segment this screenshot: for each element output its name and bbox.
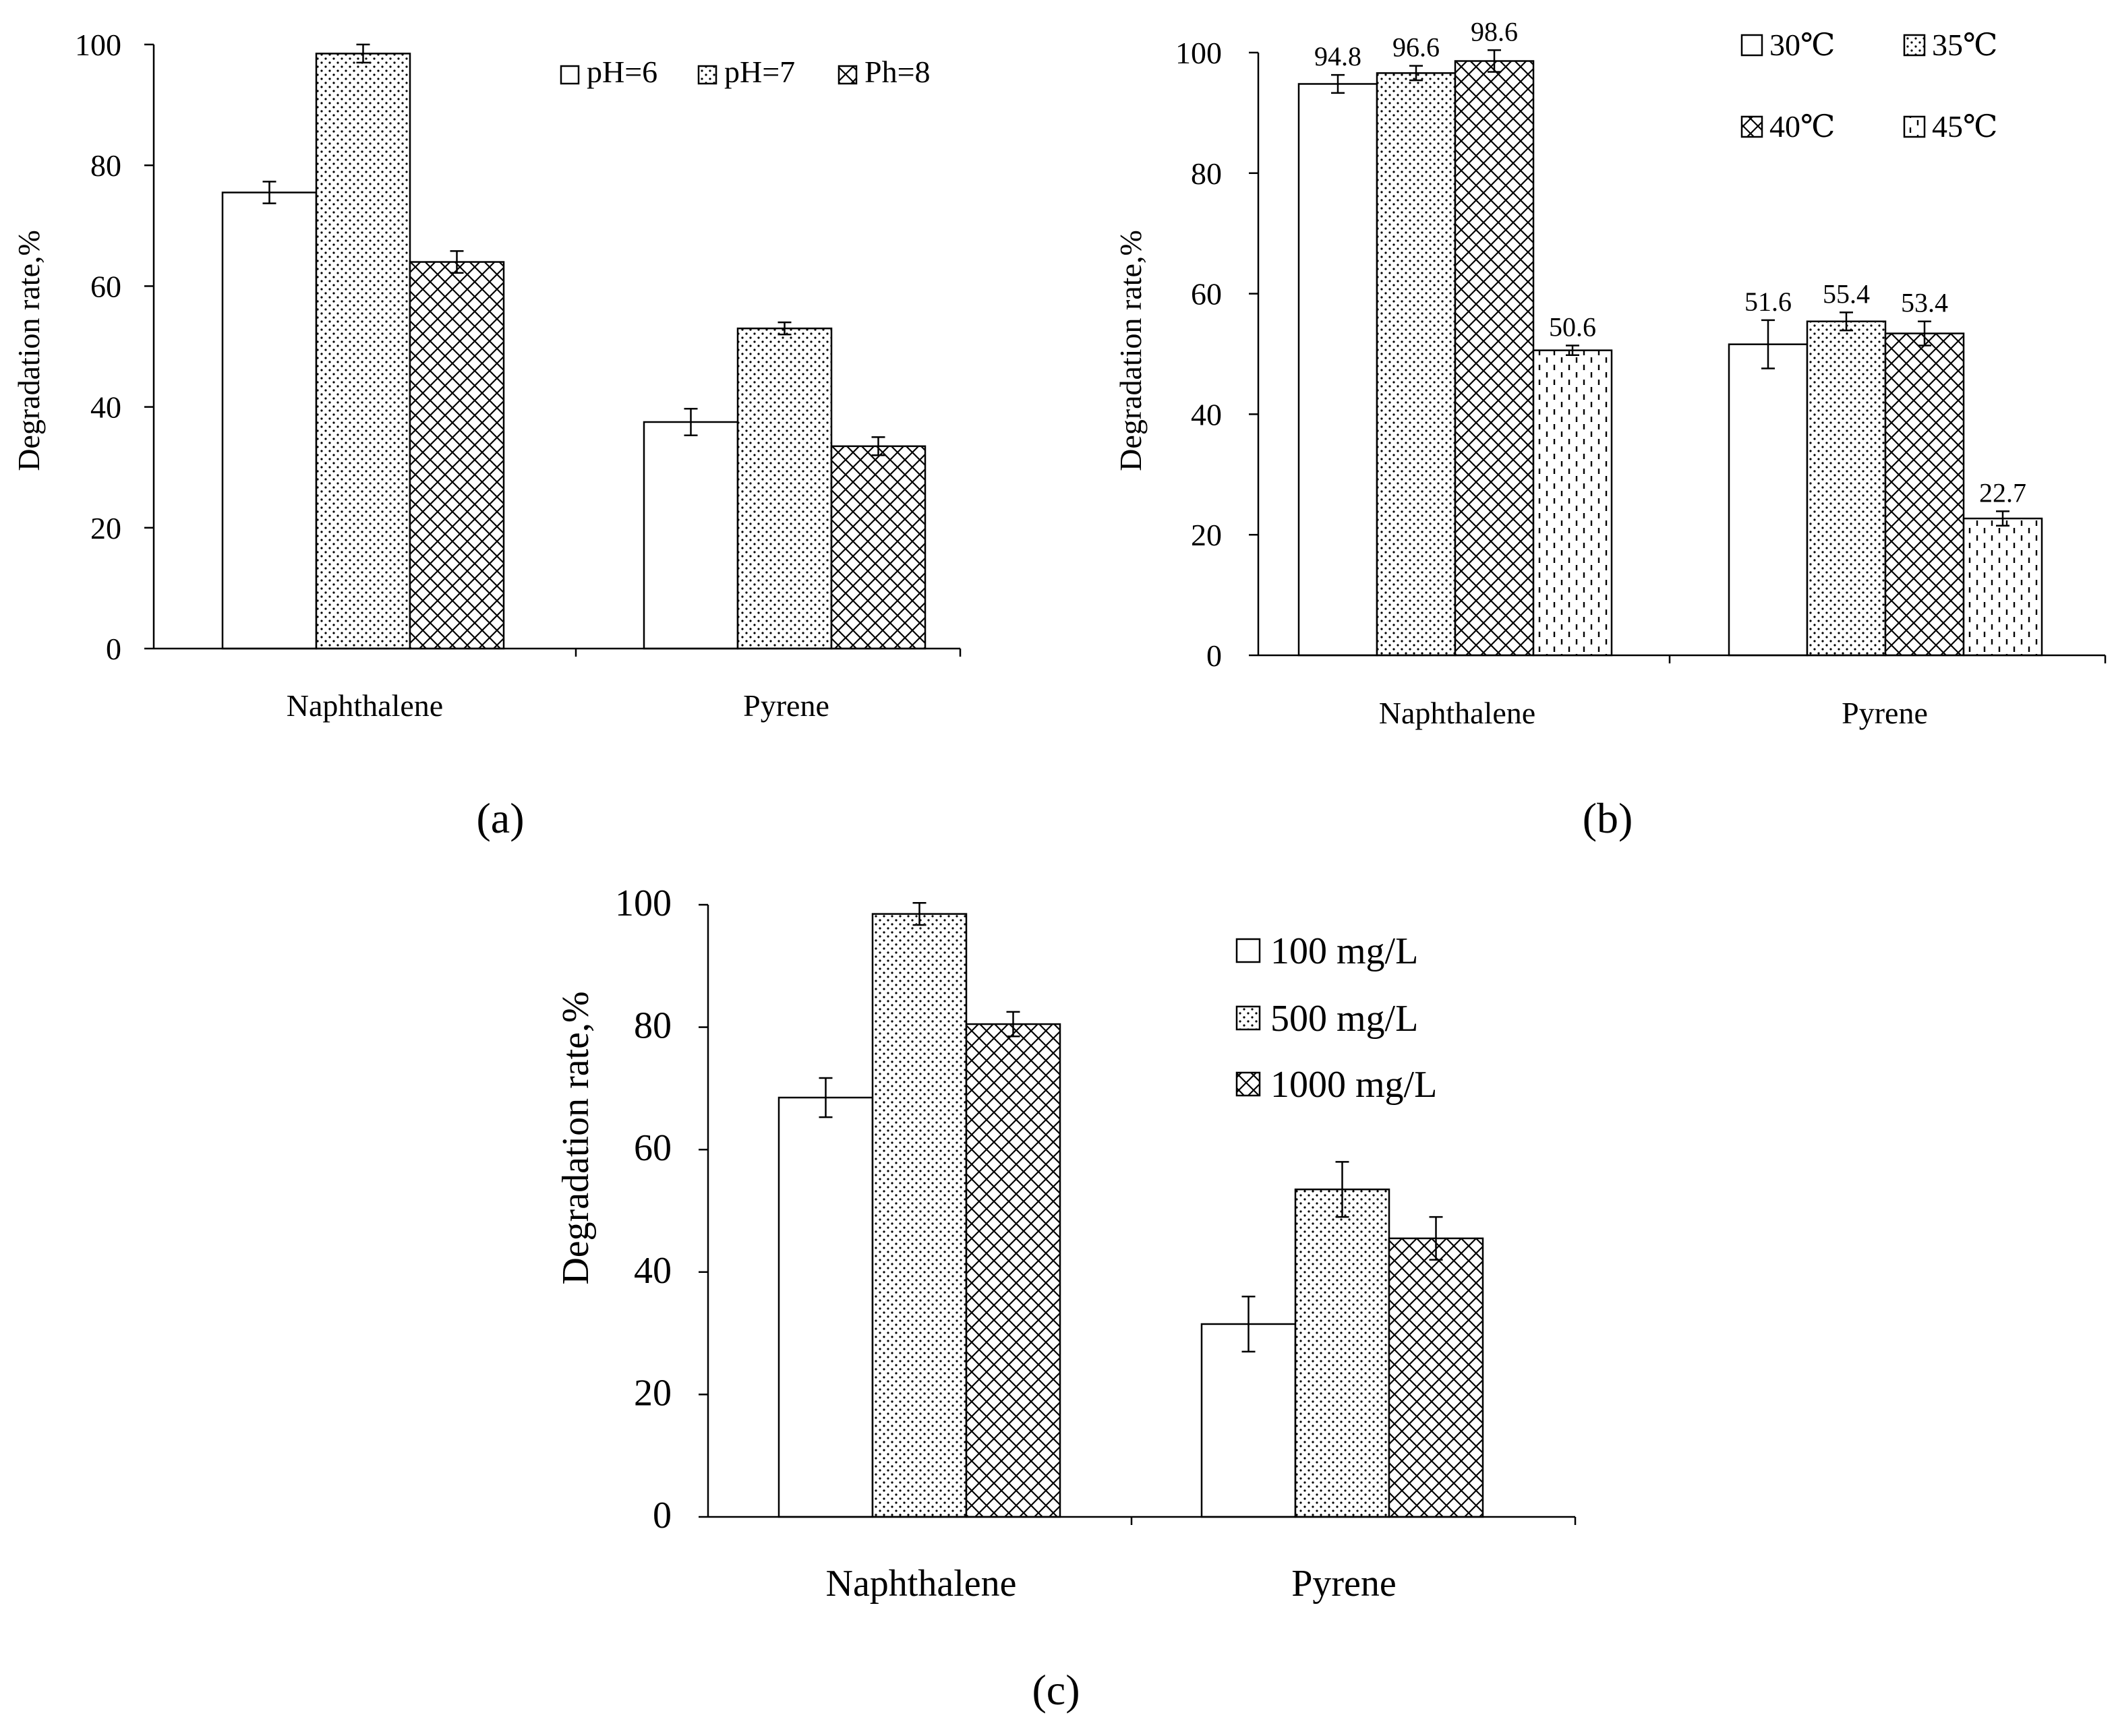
y-tick-label: 0 xyxy=(106,632,121,666)
bars-a xyxy=(221,53,927,650)
error-bars-b xyxy=(1331,49,2009,527)
y-tick-label: 80 xyxy=(1191,156,1222,191)
y-ticks-c: 0 20 40 60 80 100 xyxy=(615,882,708,1536)
bar xyxy=(777,1096,874,1518)
y-ticks-a: 0 20 40 60 80 100 xyxy=(75,28,154,666)
y-tick-label: 100 xyxy=(615,882,672,924)
data-label: 50.6 xyxy=(1549,311,1596,342)
legend-swatch xyxy=(1903,34,1926,57)
chart-panel-b: 94.8 51.6 96.6 55.4 98.6 53.4 50.6 22.7 0 20 40 60… xyxy=(1113,16,2107,842)
bar xyxy=(409,261,505,650)
y-axis-label: Degradation rate,% xyxy=(11,230,46,471)
legend-label: 500 mg/L xyxy=(1270,998,1418,1040)
error-bars-c xyxy=(819,902,1443,1353)
legend-a: pH=6 pH=7 Ph=8 xyxy=(560,55,931,89)
bar xyxy=(1297,83,1378,657)
legend-label: 45℃ xyxy=(1932,109,1997,144)
chart-panel-a: 0 20 40 60 80 100 Naphthalene Pyrene Degradat… xyxy=(11,28,962,842)
error-bars-a xyxy=(262,43,885,456)
bar xyxy=(1962,517,2043,657)
legend-swatch xyxy=(1235,1071,1261,1097)
data-label: 98.6 xyxy=(1471,16,1518,47)
chart-panel-c: 0 20 40 60 80 100 Naphthalene Pyrene Degradat… xyxy=(555,882,1577,1714)
legend-label: 30℃ xyxy=(1769,28,1835,62)
x-category-label: Pyrene xyxy=(1842,696,1928,730)
y-ticks-b: 0 20 40 60 80 100 xyxy=(1175,36,1258,673)
legend-label: Ph=8 xyxy=(864,55,931,89)
bar xyxy=(1454,60,1535,657)
legend-label: 35℃ xyxy=(1932,28,1997,62)
legend-swatch xyxy=(697,65,717,85)
data-label: 53.4 xyxy=(1901,288,1948,318)
y-tick-label: 80 xyxy=(634,1005,672,1047)
y-tick-label: 0 xyxy=(653,1495,672,1536)
legend-label: 100 mg/L xyxy=(1270,930,1418,972)
legend-label: 40℃ xyxy=(1769,109,1835,144)
data-label: 96.6 xyxy=(1392,32,1440,63)
legend-swatch xyxy=(1903,115,1926,138)
y-axis-label: Degradation rate,% xyxy=(555,991,597,1284)
x-category-label: Pyrene xyxy=(1291,1563,1397,1605)
bar xyxy=(1806,320,1887,657)
y-tick-label: 20 xyxy=(90,511,121,545)
x-category-label: Naphthalene xyxy=(287,688,443,723)
x-category-label: Pyrene xyxy=(743,688,829,723)
x-category-label: Naphthalene xyxy=(826,1563,1017,1605)
bar xyxy=(1200,1323,1297,1518)
y-tick-label: 0 xyxy=(1206,638,1222,673)
data-label: 51.6 xyxy=(1744,287,1792,317)
y-tick-label: 20 xyxy=(1191,518,1222,552)
legend-swatch xyxy=(1740,115,1763,138)
y-tick-label: 60 xyxy=(1191,277,1222,311)
x-category-label: Naphthalene xyxy=(1379,696,1535,730)
panel-label: (a) xyxy=(476,794,524,842)
bars-b xyxy=(1297,60,2043,657)
y-tick-label: 60 xyxy=(634,1127,672,1169)
legend-swatch xyxy=(1740,34,1763,57)
bars-c xyxy=(777,913,1484,1518)
bar xyxy=(1884,332,1965,657)
y-axis-label: Degradation rate,% xyxy=(1113,230,1148,471)
bar xyxy=(643,421,739,650)
legend-swatch xyxy=(838,65,858,85)
panel-label: (b) xyxy=(1583,794,1633,842)
y-tick-label: 60 xyxy=(90,269,121,303)
bar xyxy=(736,327,833,650)
axes-c xyxy=(707,905,1577,1525)
y-tick-label: 40 xyxy=(634,1250,672,1292)
legend-label: pH=6 xyxy=(587,55,657,89)
bar xyxy=(1294,1188,1390,1518)
legend-swatch xyxy=(1235,1005,1261,1031)
bar xyxy=(871,913,968,1518)
bar xyxy=(221,191,318,650)
bar xyxy=(1376,72,1457,657)
y-tick-label: 40 xyxy=(90,390,121,425)
legend-swatch xyxy=(1235,938,1261,963)
data-labels-b: 94.8 51.6 96.6 55.4 98.6 53.4 50.6 22.7 xyxy=(1314,16,2026,508)
y-tick-label: 80 xyxy=(90,148,121,183)
y-tick-label: 40 xyxy=(1191,397,1222,431)
bar xyxy=(830,445,927,650)
y-tick-label: 100 xyxy=(1175,36,1222,70)
bar xyxy=(965,1023,1061,1518)
legend-b: 30℃ 35℃ 40℃ 45℃ xyxy=(1740,28,1997,144)
y-tick-label: 20 xyxy=(634,1372,672,1414)
y-tick-label: 100 xyxy=(75,28,121,62)
data-label: 94.8 xyxy=(1314,41,1361,71)
legend-label: 1000 mg/L xyxy=(1270,1064,1437,1106)
bar xyxy=(1532,349,1613,657)
legend-swatch xyxy=(560,65,580,85)
axes-b xyxy=(1257,53,2107,663)
axes-a xyxy=(152,44,962,657)
legend-label: pH=7 xyxy=(724,55,795,89)
bar xyxy=(1728,343,1809,657)
bar xyxy=(1388,1237,1484,1518)
panel-label: (c) xyxy=(1032,1666,1080,1714)
data-label: 55.4 xyxy=(1823,278,1870,309)
legend-c: 100 mg/L 500 mg/L 1000 mg/L xyxy=(1235,930,1437,1106)
bar xyxy=(315,53,411,650)
data-label: 22.7 xyxy=(1979,477,2026,508)
